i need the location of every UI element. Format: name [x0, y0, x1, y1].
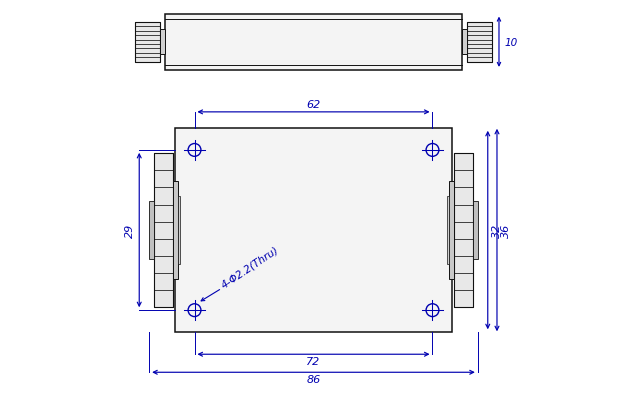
Bar [160, 30, 166, 55]
Bar [176, 129, 451, 332]
Text: 36: 36 [501, 223, 511, 237]
Text: 72: 72 [307, 356, 320, 367]
Text: 62: 62 [307, 99, 320, 109]
Bar [446, 196, 448, 265]
Text: 32: 32 [492, 223, 502, 237]
Text: 10: 10 [505, 38, 519, 48]
Bar [149, 202, 154, 259]
Bar [172, 182, 179, 279]
Text: 86: 86 [307, 374, 320, 384]
Bar [179, 196, 181, 265]
Text: 29: 29 [125, 223, 135, 237]
Bar [135, 22, 160, 63]
Bar [473, 202, 478, 259]
Bar [166, 15, 461, 71]
Bar [455, 154, 473, 307]
Bar [154, 154, 172, 307]
Bar [467, 22, 492, 63]
Text: 4-Φ2.2(Thru): 4-Φ2.2(Thru) [219, 244, 280, 289]
Bar [461, 30, 467, 55]
Bar [448, 182, 455, 279]
